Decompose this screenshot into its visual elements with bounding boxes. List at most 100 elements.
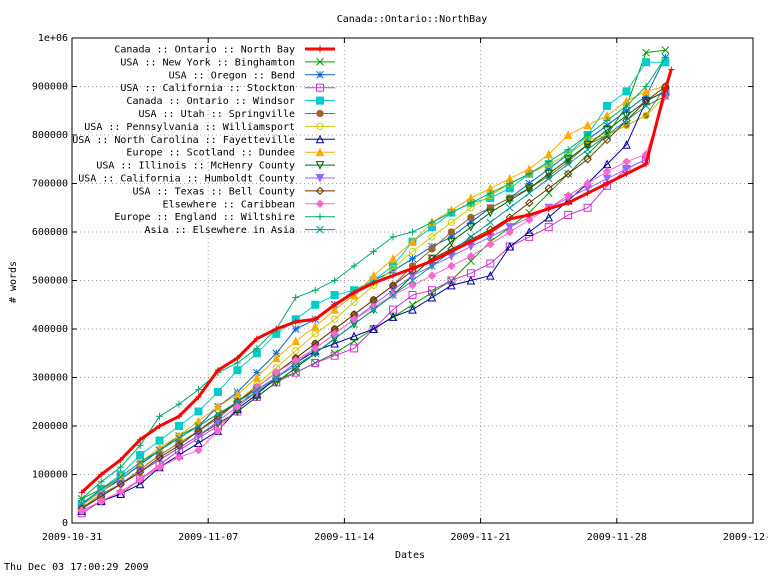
data-point <box>583 120 592 130</box>
data-point <box>369 271 378 280</box>
data-point <box>78 489 85 496</box>
y-tick-label: 900000 <box>32 82 68 93</box>
y-tick-label: 1e+06 <box>38 33 68 44</box>
data-point <box>447 218 456 226</box>
data-point <box>583 145 592 154</box>
data-point <box>174 441 184 450</box>
data-point <box>311 286 319 294</box>
legend-entry: USA :: Texas :: Bell County <box>132 186 335 197</box>
data-point <box>565 199 572 206</box>
data-point <box>316 58 324 66</box>
data-point <box>408 304 417 314</box>
data-point <box>622 87 631 96</box>
data-point <box>389 233 397 241</box>
data-point <box>316 122 324 131</box>
data-point <box>467 238 474 245</box>
data-point <box>253 344 261 352</box>
data-point <box>350 298 358 306</box>
data-point <box>467 199 475 207</box>
legend-entry: Canada :: Ontario :: Windsor <box>126 96 335 107</box>
data-point <box>428 233 436 241</box>
data-point <box>622 116 631 125</box>
data-point <box>505 203 514 212</box>
data-point <box>194 386 202 394</box>
data-point <box>428 245 436 253</box>
data-point <box>316 70 324 79</box>
data-point <box>388 281 398 290</box>
data-point <box>213 417 223 426</box>
data-point <box>466 275 476 285</box>
data-point <box>194 407 203 416</box>
data-point <box>544 169 554 179</box>
y-tick-label: 0 <box>62 518 68 529</box>
data-point <box>78 495 86 503</box>
data-point <box>603 101 612 110</box>
y-tick-label: 200000 <box>32 421 68 432</box>
data-point <box>330 329 339 339</box>
data-point <box>233 397 242 406</box>
data-point <box>97 485 106 493</box>
data-point <box>351 289 358 296</box>
data-point <box>526 212 533 219</box>
axis-ticks: 0 100000 200000 300000 400000 500000 600000 700… <box>32 33 768 543</box>
y-tick-label: 300000 <box>32 373 68 384</box>
data-point <box>331 277 339 284</box>
x-tick-label: 2009-11-28 <box>587 532 647 543</box>
data-point <box>117 463 125 471</box>
legend-entry: USA :: California :: Humboldt County <box>78 174 335 185</box>
data-point <box>194 431 203 441</box>
data-point <box>369 305 378 314</box>
data-point <box>389 291 397 299</box>
data-point <box>623 170 630 177</box>
data-point <box>194 416 203 426</box>
data-point <box>311 330 319 338</box>
data-point <box>272 368 281 377</box>
data-point <box>214 367 221 374</box>
data-point <box>544 189 553 198</box>
data-point <box>622 106 631 115</box>
legend-label: Europe :: England :: Wiltshire <box>114 212 295 223</box>
data-point <box>662 85 669 92</box>
data-point <box>315 186 325 196</box>
data-point <box>315 161 325 170</box>
data-point <box>525 170 533 178</box>
data-point <box>96 496 106 506</box>
data-point <box>136 458 144 467</box>
series-line <box>81 86 666 509</box>
data-point <box>349 331 359 341</box>
data-point <box>602 126 612 135</box>
data-point <box>155 446 164 455</box>
data-point <box>292 318 299 325</box>
data-point <box>506 180 514 187</box>
data-point <box>388 286 398 295</box>
data-point <box>350 344 359 353</box>
series-0 <box>78 66 675 496</box>
legend-entry: USA :: North Carolina :: Fayetteville <box>72 134 335 146</box>
data-point <box>661 46 670 54</box>
data-point <box>506 215 513 222</box>
data-point <box>408 237 417 246</box>
legend-label: Europe :: Scotland :: Dundee <box>126 148 295 159</box>
data-point <box>330 349 339 358</box>
y-tick-label: 800000 <box>32 130 68 141</box>
legend-label: USA :: Texas :: Bell County <box>132 186 295 197</box>
data-point <box>310 321 320 331</box>
data-point <box>315 199 325 209</box>
data-point <box>389 264 397 273</box>
data-point <box>311 358 320 367</box>
legend-label: Asia :: Elsewhere in Asia <box>144 225 295 236</box>
data-point <box>447 280 456 290</box>
data-point <box>349 315 359 324</box>
data-point <box>291 356 300 365</box>
y-tick-label: 500000 <box>32 276 68 287</box>
legend-entry: USA :: Pennsylvania :: Williamsport <box>84 122 335 133</box>
data-point <box>602 135 612 145</box>
data-point <box>175 422 184 430</box>
data-point <box>641 96 651 106</box>
data-point <box>194 426 203 436</box>
data-point <box>642 83 650 90</box>
data-point <box>77 506 86 516</box>
data-point <box>331 315 339 323</box>
